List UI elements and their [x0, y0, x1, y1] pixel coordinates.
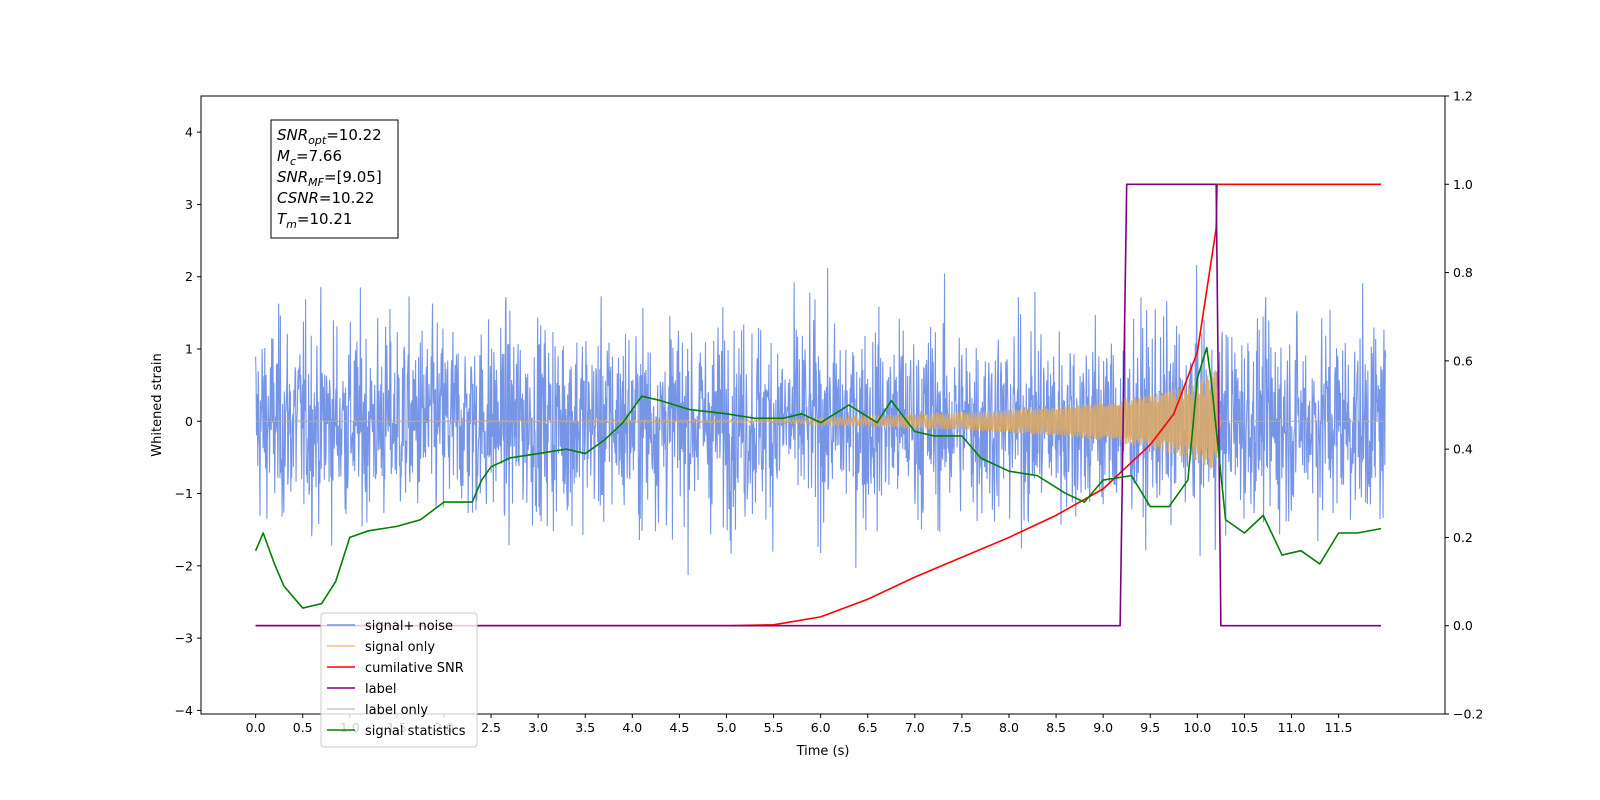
info-box-frame	[270, 119, 399, 239]
x-tick-label: 5.5	[764, 720, 784, 735]
x-tick-label: 7.0	[905, 720, 925, 735]
y-left-tick-label: −4	[175, 703, 193, 718]
y-left-tick-label: 2	[185, 269, 193, 284]
x-tick-label: 11.0	[1278, 720, 1306, 735]
x-tick-label: 3.5	[575, 720, 595, 735]
y-right-tick-label: 0.0	[1453, 618, 1473, 633]
x-tick-label: 5.0	[717, 720, 737, 735]
x-tick-label: 0.0	[246, 720, 266, 735]
x-axis-label: Time (s)	[796, 744, 850, 759]
info-line: SNRMF=[9.05]	[277, 168, 382, 189]
y-left-tick-label: −3	[175, 631, 193, 646]
x-tick-label: 10.5	[1230, 720, 1258, 735]
x-tick-label: 4.5	[669, 720, 689, 735]
x-tick-label: 9.0	[1093, 720, 1113, 735]
y-left-tick-label: 0	[185, 414, 193, 429]
legend-frame	[320, 612, 478, 748]
x-tick-label: 2.5	[481, 720, 501, 735]
label-line	[255, 183, 1381, 627]
signal-only-line	[255, 370, 1386, 470]
y-right-tick-label: 0.4	[1453, 442, 1473, 457]
signal-statistics-line	[254, 346, 1382, 609]
y-left-tick-label: −2	[175, 558, 193, 573]
x-tick-label: 7.5	[952, 720, 972, 735]
y-axis-right: 1.2 1.0 0.8 0.6 0.4 0.2 0.0 −0.2	[1445, 89, 1483, 722]
x-tick-label: 8.0	[999, 720, 1019, 735]
info-line: CSNR=10.22	[277, 189, 374, 207]
x-tick-label: 11.5	[1325, 720, 1353, 735]
legend-label: signal+ noise	[365, 619, 453, 634]
series-lines	[254, 183, 1382, 627]
legend-label: label only	[365, 703, 428, 718]
series-signal-only	[255, 370, 1386, 470]
info-line: Mc=7.66	[277, 147, 342, 168]
x-tick-label: 3.0	[528, 720, 548, 735]
legend: signal+ noise signal only cumilative SNR la…	[320, 612, 478, 748]
info-line: SNRopt=10.22	[277, 126, 382, 147]
x-tick-label: 6.0	[811, 720, 831, 735]
info-line: Tm=10.21	[277, 210, 352, 231]
x-tick-label: 6.5	[858, 720, 878, 735]
y-left-tick-label: 4	[185, 125, 193, 140]
x-tick-label: 10.0	[1183, 720, 1211, 735]
legend-label: signal statistics	[365, 724, 466, 739]
y-right-tick-label: −0.2	[1453, 707, 1483, 722]
y-left-tick-label: −1	[175, 486, 193, 501]
legend-label: signal only	[365, 640, 435, 655]
y-left-tick-label: 1	[185, 341, 193, 356]
plot-frame	[200, 95, 1446, 715]
info-box: SNRopt=10.22Mc=7.66SNRMF=[9.05]CSNR=10.2…	[270, 119, 399, 239]
x-tick-label: 4.0	[622, 720, 642, 735]
y-right-tick-label: 1.2	[1453, 89, 1473, 104]
y-right-tick-label: 0.2	[1453, 530, 1473, 545]
y-left-tick-label: 3	[185, 197, 193, 212]
y-right-tick-label: 0.6	[1453, 353, 1473, 368]
legend-label: label	[365, 682, 396, 697]
x-tick-label: 0.5	[293, 720, 313, 735]
x-tick-label: 8.5	[1046, 720, 1066, 735]
y-axis-left: 4 3 2 1 0 −1 −2 −3 −4	[175, 125, 201, 718]
x-tick-label: 9.5	[1140, 720, 1160, 735]
y-right-tick-label: 0.8	[1453, 265, 1473, 280]
legend-label: cumilative SNR	[365, 661, 464, 676]
y-axis-label-left: Whitened strain	[150, 353, 165, 456]
y-right-tick-label: 1.0	[1453, 177, 1473, 192]
